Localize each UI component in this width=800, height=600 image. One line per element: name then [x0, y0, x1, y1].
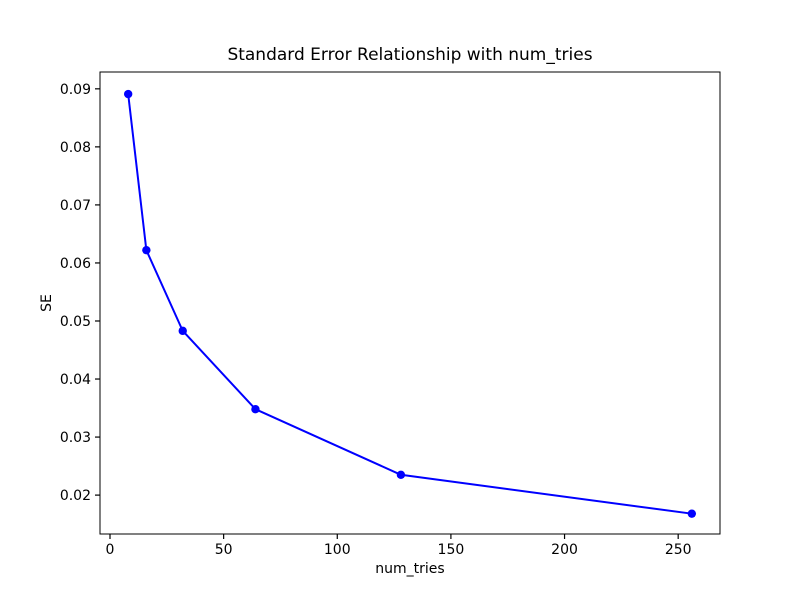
data-point — [142, 245, 151, 255]
data-point — [123, 89, 133, 99]
y-tick-label: 0.07 — [60, 198, 91, 214]
x-tick-label: 100 — [324, 542, 351, 558]
x-tick-label: 50 — [215, 542, 233, 558]
x-tick-label: 150 — [438, 542, 465, 558]
y-tick-label: 0.02 — [60, 488, 91, 504]
data-point — [178, 326, 187, 336]
data-point — [251, 405, 260, 414]
y-tick-label: 0.04 — [60, 372, 91, 388]
x-tick-label: 250 — [665, 542, 692, 558]
y-tick-label: 0.06 — [60, 256, 91, 272]
y-tick-label: 0.08 — [60, 140, 91, 156]
y-axis-label: SE — [39, 294, 55, 312]
x-tick-label: 0 — [106, 542, 115, 558]
x-tick-label: 200 — [551, 542, 578, 558]
y-tick-label: 0.03 — [60, 430, 91, 446]
data-point — [396, 470, 406, 479]
data-point — [687, 509, 697, 518]
x-axis-label: num_tries — [375, 561, 445, 577]
chart-title: Standard Error Relationship with num_tri… — [227, 45, 593, 65]
y-tick-label: 0.09 — [60, 82, 91, 98]
axes-spines — [99, 71, 721, 535]
y-tick-label: 0.05 — [60, 314, 91, 330]
data-line — [127, 93, 692, 515]
